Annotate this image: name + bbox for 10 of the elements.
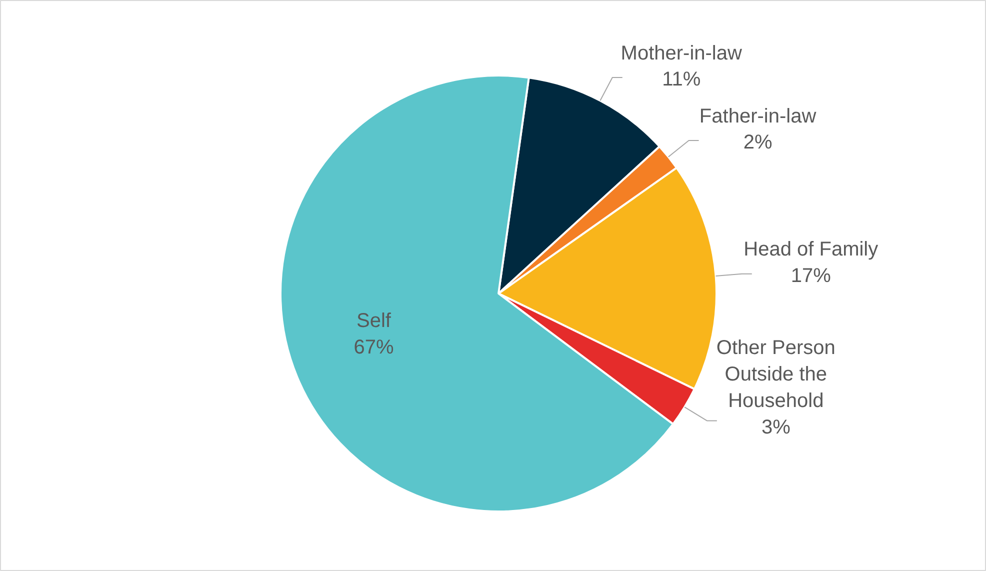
data-label: 67% <box>354 336 394 359</box>
slice-label: Other Person Outside the Household <box>716 337 836 412</box>
slice-label: Head of Family <box>744 238 878 261</box>
data-label: 3% <box>761 416 791 438</box>
slice-label: Father-in-law <box>699 105 817 128</box>
data-label: 11% <box>662 68 701 91</box>
data-label: 2% <box>743 132 772 154</box>
slice-label: Mother-in-law <box>620 42 742 64</box>
data-label: 17% <box>790 265 832 288</box>
slice-label: Self <box>356 310 392 332</box>
